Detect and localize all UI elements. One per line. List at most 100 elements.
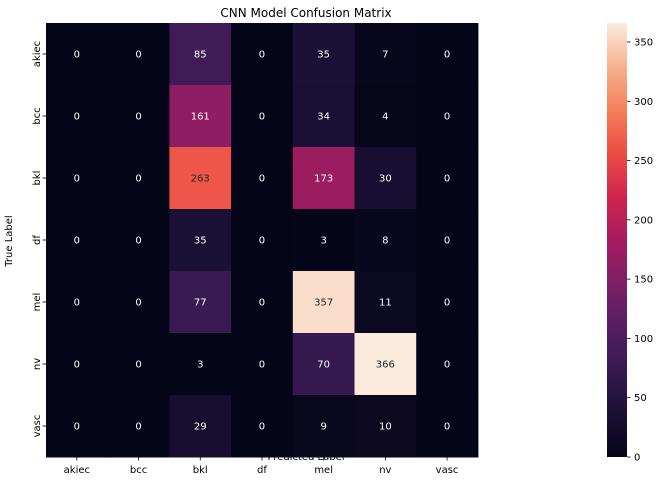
x-tick-labels: akiec bcc bkl df mel nv vasc (64, 457, 459, 476)
colorbar-tick-label: 250 (634, 156, 653, 167)
cell-value-label: 161 (191, 112, 210, 123)
heatmap-cell (231, 271, 294, 334)
heatmap-cell (292, 23, 355, 86)
heatmap-cell (292, 395, 355, 458)
y-tick-label: mel (32, 293, 43, 312)
cell-value-label: 357 (314, 298, 333, 309)
heatmap-cell (354, 23, 417, 86)
y-tick-label: vasc (32, 415, 43, 438)
heatmap-cell (416, 23, 479, 86)
heatmap-cell (292, 209, 355, 272)
colorbar-gradient (607, 23, 627, 457)
heatmap-cell (169, 395, 232, 458)
heatmap-cell (354, 147, 417, 210)
heatmap-cell (169, 147, 232, 210)
cell-value-label: 0 (444, 360, 450, 371)
colorbar: 0 50 100 150 200 250 300 350 (607, 23, 653, 464)
cell-value-label: 30 (379, 174, 392, 185)
x-tick-label: vasc (436, 465, 459, 476)
cell-value-label: 0 (135, 236, 141, 247)
heatmap-cell (416, 147, 479, 210)
cell-value-label: 35 (194, 236, 207, 247)
colorbar-tick-label: 50 (634, 393, 647, 404)
heatmap-cell (46, 395, 109, 458)
heatmap-cell (231, 23, 294, 86)
heatmap-cell (292, 147, 355, 210)
cell-value-label: 0 (259, 112, 265, 123)
cell-value-label: 0 (135, 360, 141, 371)
cell-value-label: 85 (194, 50, 207, 61)
colorbar-tick-label: 200 (634, 215, 653, 226)
colorbar-tick-label: 0 (634, 453, 640, 464)
cell-value-label: 0 (444, 422, 450, 433)
heatmap-cell (231, 147, 294, 210)
cell-value-label: 4 (382, 112, 388, 123)
heatmap-cell (354, 85, 417, 148)
cell-value-label: 0 (259, 360, 265, 371)
cell-value-label: 173 (314, 174, 333, 185)
colorbar-tick-label: 300 (634, 97, 653, 108)
heatmap-cell (107, 395, 170, 458)
cell-value-label: 0 (135, 422, 141, 433)
colorbar-tick-label: 350 (634, 37, 653, 48)
x-tick-label: df (257, 465, 267, 476)
cell-value-label: 0 (74, 174, 80, 185)
y-tick-labels: akiec bcc bkl df mel nv vasc (32, 41, 46, 438)
cell-value-label: 77 (194, 298, 207, 309)
colorbar-tick-label: 150 (634, 275, 653, 286)
cell-value-label: 35 (317, 50, 330, 61)
heatmap-cell (416, 85, 479, 148)
cell-value-label: 11 (379, 298, 392, 309)
heatmap-cell (416, 209, 479, 272)
cell-value-label: 0 (259, 50, 265, 61)
heatmap-cell (231, 395, 294, 458)
heatmap-cell (46, 333, 109, 396)
cell-value-label: 0 (259, 174, 265, 185)
cell-value-label: 29 (194, 422, 207, 433)
cell-value-label: 0 (74, 298, 80, 309)
cell-value-label: 0 (135, 298, 141, 309)
heatmap-cell (231, 209, 294, 272)
cell-value-label: 0 (444, 112, 450, 123)
cell-value-label: 263 (191, 174, 210, 185)
heatmap-cells (46, 23, 479, 458)
heatmap-cell (292, 333, 355, 396)
heatmap-cell (107, 209, 170, 272)
cell-value-label: 0 (74, 236, 80, 247)
x-tick-label: bkl (193, 465, 208, 476)
heatmap-cell (46, 271, 109, 334)
y-tick-label: bkl (32, 171, 43, 186)
colorbar-tick-label: 100 (634, 334, 653, 345)
heatmap-cell (292, 85, 355, 148)
cell-value-label: 0 (74, 422, 80, 433)
cell-value-label: 0 (135, 112, 141, 123)
heatmap-cell (292, 271, 355, 334)
y-tick-label: df (32, 235, 43, 245)
cell-value-label: 34 (317, 112, 330, 123)
cell-value-label: 3 (197, 360, 203, 371)
heatmap-cell (169, 209, 232, 272)
heatmap-cell (231, 333, 294, 396)
heatmap-cell (46, 209, 109, 272)
heatmap-cell (107, 23, 170, 86)
cell-value-label: 0 (259, 422, 265, 433)
cell-value-label: 70 (317, 360, 330, 371)
cell-value-label: 8 (382, 236, 388, 247)
heatmap-cell (416, 333, 479, 396)
cell-value-label: 0 (74, 50, 80, 61)
heatmap-cell (46, 147, 109, 210)
chart-title: CNN Model Confusion Matrix (220, 6, 391, 20)
cell-value-label: 0 (259, 236, 265, 247)
heatmap-cell (107, 147, 170, 210)
cell-value-label: 366 (376, 360, 395, 371)
heatmap-cell (107, 333, 170, 396)
heatmap-cell (354, 209, 417, 272)
heatmap-cell (107, 85, 170, 148)
heatmap-cell (169, 333, 232, 396)
y-tick-label: nv (32, 358, 43, 370)
y-tick-label: akiec (32, 41, 43, 67)
x-tick-label: nv (379, 465, 391, 476)
cell-value-label: 10 (379, 422, 392, 433)
